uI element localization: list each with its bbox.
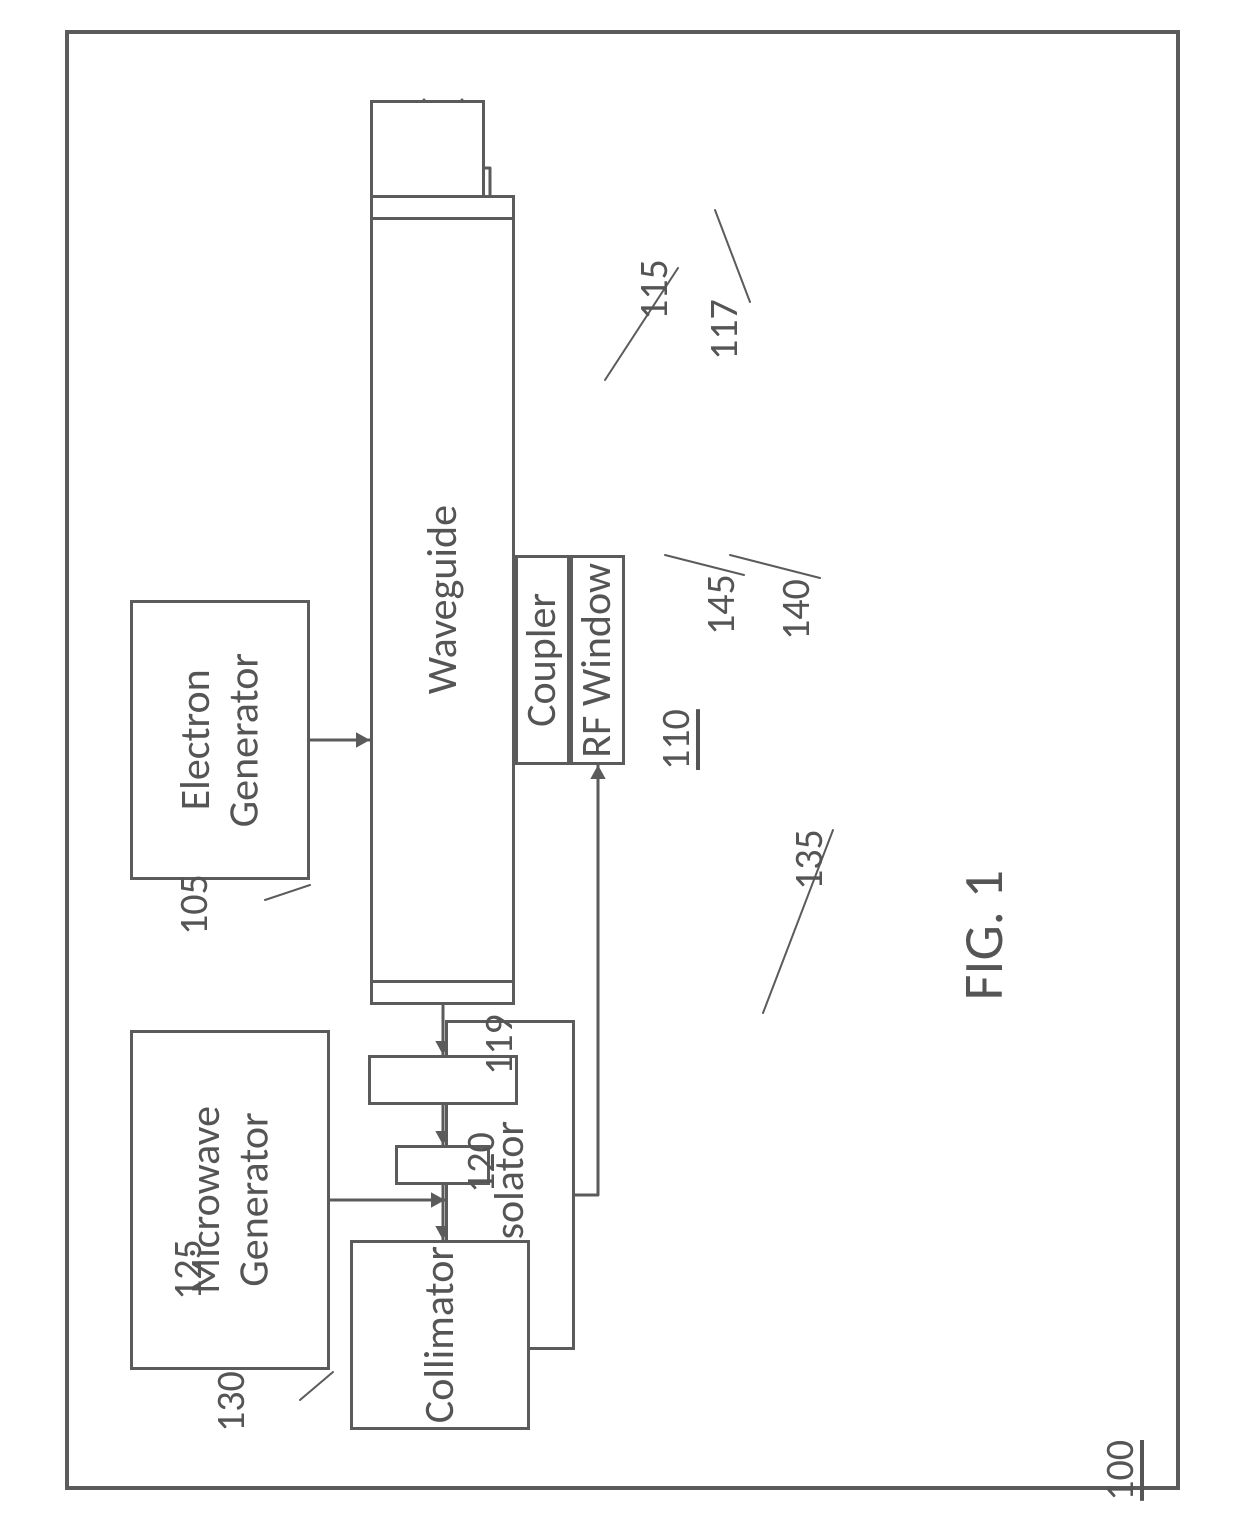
waveguide-cap-right <box>370 980 515 1005</box>
ref-145: 145 <box>696 574 745 635</box>
figure-caption: FIG. 1 <box>950 870 1018 1000</box>
ref-125: 125 <box>163 1239 212 1300</box>
collimator: Collimator <box>350 1240 530 1430</box>
ref-105: 105 <box>169 874 218 935</box>
rf-window-label: RF Window <box>573 563 621 758</box>
coupler: Coupler <box>515 555 570 765</box>
ref-system: 100 <box>1095 1440 1144 1501</box>
rf-window: RF Window <box>570 555 625 765</box>
ref-119: 119 <box>474 1014 523 1075</box>
waveguide: Waveguide <box>370 217 515 983</box>
ref-115: 115 <box>629 259 678 320</box>
electron-gen: Electron Generator <box>130 600 310 880</box>
electron-gen-label: Electron Generator <box>172 653 269 827</box>
ref-120: 120 <box>456 1132 505 1193</box>
collimator-label: Collimator <box>416 1246 464 1423</box>
ref-140: 140 <box>771 579 820 640</box>
ref-130: 130 <box>206 1371 255 1432</box>
ref-135: 135 <box>784 829 833 890</box>
ref-117: 117 <box>699 299 748 360</box>
coupler-label: Coupler <box>518 593 566 727</box>
ref-110: 110 <box>651 709 700 770</box>
waveguide-label: Waveguide <box>417 505 468 694</box>
microwave-gen: Microwave Generator <box>130 1030 330 1370</box>
